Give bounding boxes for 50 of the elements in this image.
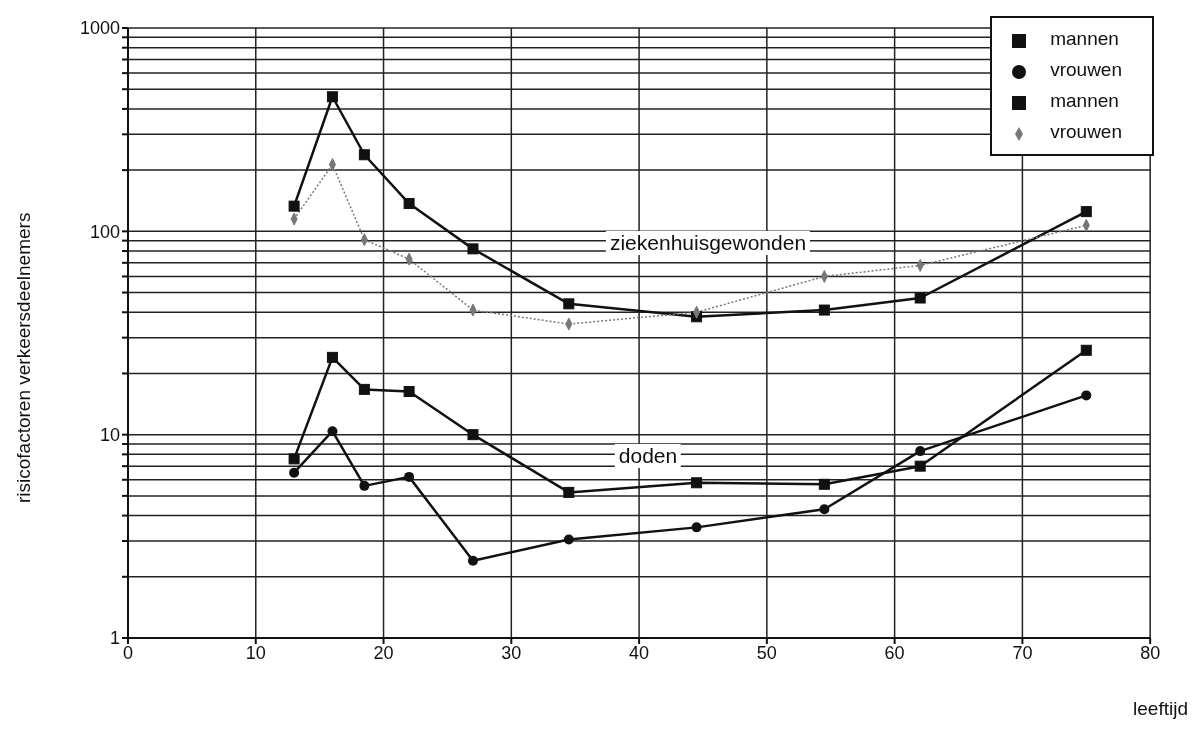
point — [818, 304, 830, 316]
x-tick-label: 40 — [629, 642, 650, 663]
point — [358, 149, 370, 161]
point — [289, 467, 300, 478]
point — [467, 429, 479, 441]
x-tick-label: 80 — [1140, 642, 1161, 663]
legend-label: mannen — [1050, 28, 1119, 49]
point — [467, 555, 478, 566]
y-tick-label: 1 — [109, 628, 120, 649]
point — [914, 460, 926, 472]
annotation: doden — [614, 444, 682, 468]
x-tick-label: 70 — [1012, 642, 1033, 663]
point — [563, 486, 575, 498]
legend-label: vrouwen — [1050, 59, 1122, 80]
point — [403, 386, 415, 398]
legend-label: mannen — [1050, 90, 1119, 111]
point — [819, 504, 830, 515]
point — [359, 480, 370, 491]
point — [691, 477, 703, 489]
point — [288, 453, 300, 465]
point — [691, 522, 702, 533]
legend-label: vrouwen — [1050, 121, 1122, 142]
point — [467, 243, 479, 255]
point — [818, 478, 830, 490]
point — [563, 298, 575, 310]
point — [288, 200, 300, 212]
y-tick-label: 100 — [89, 221, 120, 242]
x-tick-label: 0 — [122, 642, 134, 663]
point — [326, 91, 338, 103]
x-axis-title: leeftijd — [1133, 698, 1188, 720]
x-tick-label: 60 — [884, 642, 905, 663]
x-tick-label: 10 — [245, 642, 266, 663]
point — [915, 446, 926, 457]
point — [914, 292, 926, 304]
x-tick-label: 50 — [756, 642, 777, 663]
point — [1080, 206, 1092, 218]
point — [1080, 344, 1092, 356]
point — [1081, 390, 1092, 401]
x-tick-label: 20 — [373, 642, 394, 663]
y-axis-title: risicofactoren verkeersdeelnemers — [12, 212, 34, 503]
point — [403, 198, 415, 210]
point — [326, 351, 338, 363]
y-tick-label: 10 — [99, 425, 120, 446]
point — [327, 426, 338, 437]
point — [563, 534, 574, 545]
point — [404, 471, 415, 482]
y-tick-label: 1000 — [79, 18, 120, 39]
annotation: ziekenhuisgewonden — [605, 231, 811, 255]
point — [358, 383, 370, 395]
x-tick-label: 30 — [501, 642, 522, 663]
